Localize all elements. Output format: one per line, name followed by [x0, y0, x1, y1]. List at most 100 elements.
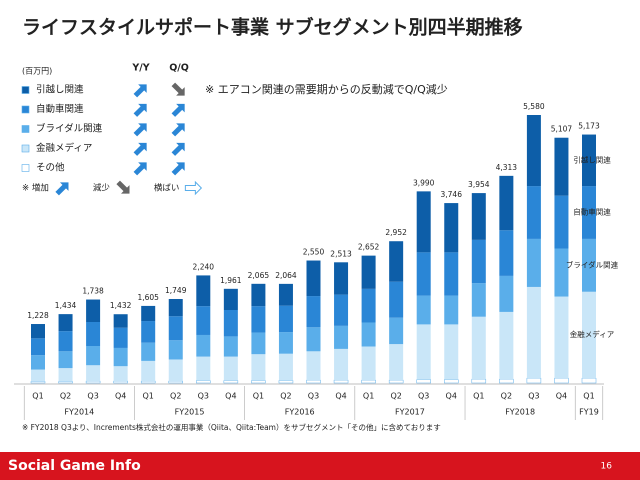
total-label: 2,064 — [275, 271, 297, 280]
key-label: 横ばい — [154, 183, 180, 194]
bar-segment — [389, 317, 404, 345]
legend-swatch — [21, 125, 30, 133]
bar-segment — [471, 239, 486, 284]
bar-segment — [141, 342, 156, 361]
footnote: ※ FY2018 Q3より、Increments株式会社の運用事業（Qiita、… — [22, 422, 441, 432]
total-label: 1,605 — [137, 293, 159, 302]
total-label: 4,313 — [496, 163, 518, 172]
total-label: 2,952 — [385, 228, 407, 237]
bar-segment — [251, 380, 266, 384]
x-tick-label: Q1 — [473, 392, 484, 401]
trend-arrow — [171, 82, 185, 96]
bar-segment — [113, 380, 128, 384]
legend-label: 引越し関連 — [36, 84, 84, 96]
bar-segment — [334, 294, 349, 326]
bar-segment — [58, 381, 73, 384]
bar-segment — [30, 381, 46, 384]
bar-segment — [416, 324, 431, 380]
total-label: 1,749 — [165, 286, 187, 295]
bar-segment — [444, 295, 459, 325]
key-label: 減少 — [93, 183, 111, 194]
bar-segment — [278, 283, 293, 306]
bar-segment — [251, 306, 266, 333]
x-tick-label: Q4 — [115, 392, 126, 401]
x-tick-label: Q1 — [253, 392, 264, 401]
bar-segment — [196, 306, 211, 335]
bar-segment — [141, 321, 156, 343]
page-number: 16 — [601, 462, 613, 472]
legend-swatch — [21, 86, 30, 94]
bar-segment — [389, 241, 404, 282]
bar-segment — [306, 260, 321, 297]
legend-label: その他 — [36, 162, 65, 174]
bar-segment — [444, 379, 459, 384]
bar-segment — [499, 378, 514, 384]
legend-label: 自動車関連 — [36, 103, 84, 115]
x-tick-label: Q4 — [556, 392, 567, 401]
bar-segment — [223, 309, 238, 337]
trend-arrow — [133, 142, 147, 156]
bar-segment — [31, 369, 45, 382]
bar-segment — [58, 314, 73, 332]
total-label: 1,432 — [110, 301, 132, 310]
bar-segment — [389, 344, 404, 381]
bar-segment — [471, 193, 486, 240]
total-label: 5,173 — [578, 122, 600, 131]
bar-segment — [471, 283, 486, 317]
x-tick-label: Q3 — [528, 392, 539, 401]
trend-arrow — [133, 162, 147, 176]
bar-segment — [554, 377, 569, 384]
segment-label: 自動車関連 — [573, 206, 611, 216]
total-label: 5,580 — [523, 102, 545, 111]
trend-arrow — [116, 180, 130, 194]
footer-band — [0, 452, 640, 480]
qq-header: Q/Q — [169, 63, 189, 74]
x-tick-label: Q3 — [308, 392, 319, 401]
bar-segment — [416, 191, 431, 253]
bar-segment — [113, 314, 128, 328]
trend-arrow — [184, 180, 203, 196]
bar-segment — [333, 379, 349, 384]
bar-segment — [361, 288, 376, 323]
bar-segment — [471, 316, 486, 380]
bar-segment — [554, 137, 569, 196]
bar-segment — [141, 360, 156, 382]
trend-arrow — [171, 142, 185, 156]
bar-segment — [58, 331, 73, 352]
legend-swatch — [21, 105, 30, 114]
bar-segment — [196, 380, 211, 384]
bar-segment — [306, 351, 321, 381]
total-label: 1,738 — [82, 287, 104, 296]
bar-segment — [168, 298, 183, 317]
bar-segment — [278, 380, 294, 384]
bar-segment — [86, 299, 101, 323]
bar-segment — [86, 346, 101, 366]
x-tick-label: Q2 — [390, 392, 401, 401]
bar-segment — [471, 378, 487, 384]
bar-segment — [361, 379, 376, 384]
x-tick-label: Q4 — [225, 392, 236, 401]
segment-label: 金融メディア — [570, 329, 614, 339]
group-label: FY19 — [579, 408, 599, 417]
bar-segment — [141, 305, 156, 322]
bar-segment — [444, 252, 459, 296]
legend-label: ブライダル関連 — [36, 123, 103, 135]
bar-segment — [499, 175, 514, 231]
segment-label: 引越し関連 — [573, 154, 611, 164]
bar-segment — [334, 262, 349, 295]
bar-segment — [196, 275, 211, 307]
group-label: FY2016 — [285, 408, 315, 417]
bar-segment — [526, 377, 542, 384]
bar-segment — [389, 281, 404, 318]
bar-segment — [58, 368, 73, 382]
yy-header: Y/Y — [131, 63, 149, 74]
total-label: 3,954 — [468, 180, 490, 189]
bar-segment — [582, 134, 596, 187]
x-tick-label: Q2 — [60, 392, 71, 401]
bar-segment — [526, 186, 541, 239]
bar-segment — [582, 186, 596, 239]
x-tick-label: Q2 — [170, 392, 181, 401]
total-label: 1,961 — [220, 276, 242, 285]
bar-segment — [416, 295, 431, 325]
total-label: 2,065 — [248, 271, 270, 280]
